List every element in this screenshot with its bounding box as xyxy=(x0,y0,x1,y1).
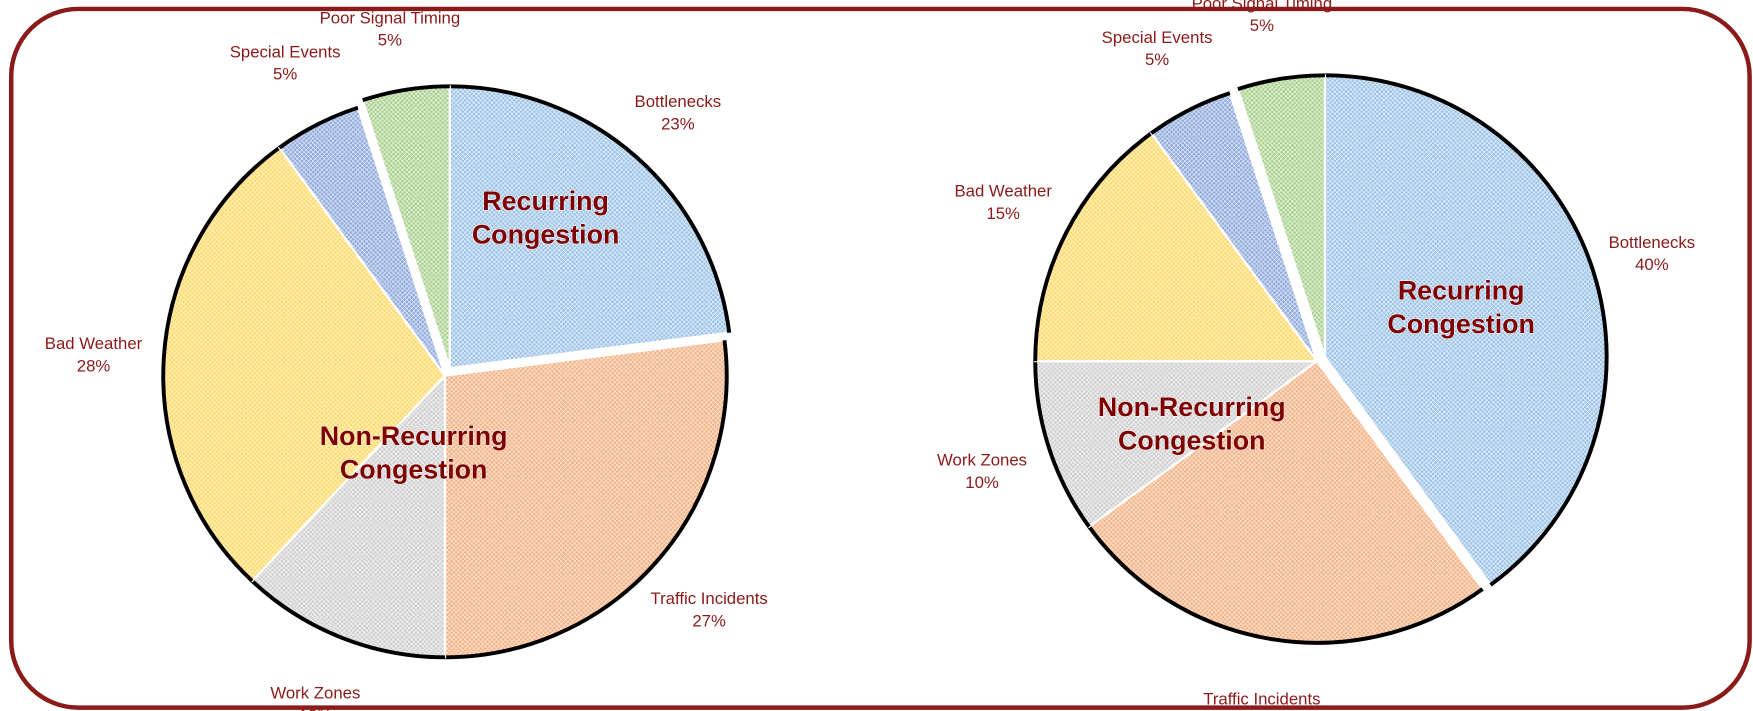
slice-name: Bottlenecks xyxy=(635,92,722,111)
annotation: Non-Recurring Congestion xyxy=(1098,392,1286,456)
slice-value: 5% xyxy=(1250,16,1274,35)
slice-rim xyxy=(1033,361,1091,528)
slice-name: Special Events xyxy=(1102,28,1213,47)
slice-rim xyxy=(362,84,450,103)
slice-name: Poor Signal Timing xyxy=(1192,0,1333,13)
slice-value: 15% xyxy=(986,204,1020,223)
pie-slice xyxy=(443,339,728,659)
annotation: Recurring Congestion xyxy=(472,186,620,250)
slice-rim xyxy=(1324,73,1609,587)
slice-name: Traffic Incidents xyxy=(650,589,767,608)
slice-value: 28% xyxy=(77,356,111,375)
slice-rim xyxy=(449,84,732,334)
slice-rim xyxy=(1237,73,1325,91)
slice-name: Bad Weather xyxy=(954,182,1052,201)
slice-value: 5% xyxy=(1145,50,1169,69)
frame xyxy=(8,6,1752,710)
slice-rim xyxy=(1150,91,1231,135)
slice-value: 23% xyxy=(661,114,695,133)
slice-name: Work Zones xyxy=(270,684,360,703)
slice-value: 27% xyxy=(692,611,726,630)
slice-value: 5% xyxy=(273,65,297,84)
slice-name: Work Zones xyxy=(937,450,1027,469)
slice-value: 12% xyxy=(299,706,333,711)
slice-name: Bad Weather xyxy=(45,334,143,353)
annotation: Recurring Congestion xyxy=(1387,276,1535,340)
slice-rim xyxy=(250,579,445,660)
slice-value: 5% xyxy=(378,31,402,50)
slice-value: 10% xyxy=(965,473,999,492)
slice-name: Bottlenecks xyxy=(1609,233,1696,252)
slice-name: Poor Signal Timing xyxy=(320,8,461,27)
slice-name: Traffic Incidents xyxy=(1203,689,1320,708)
slice-value: 40% xyxy=(1635,255,1669,274)
slice-rim xyxy=(161,146,281,583)
slice-rim xyxy=(444,340,729,660)
annotation: Non-Recurring Congestion xyxy=(320,421,508,485)
slice-rim xyxy=(1087,525,1484,645)
slice-rim xyxy=(278,105,359,150)
slice-rim xyxy=(1033,131,1153,362)
slice-name: Special Events xyxy=(230,42,341,61)
